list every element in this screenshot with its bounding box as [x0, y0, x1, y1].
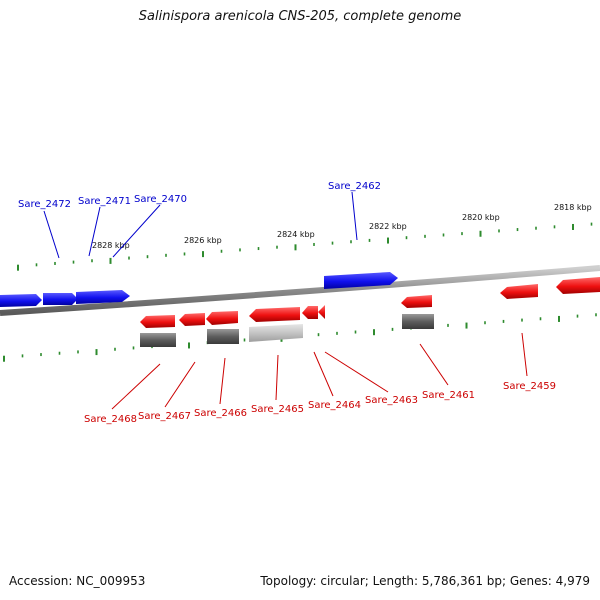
genome-summary-text: Topology: circular; Length: 5,786,361 bp…	[260, 574, 590, 588]
feature-box[interactable]	[402, 314, 434, 329]
scale-label: 2824 kbp	[277, 230, 315, 239]
reverse-gene-arrow[interactable]	[179, 313, 205, 326]
gene-label-sare-2472[interactable]: Sare_2472	[18, 199, 71, 210]
label-leader-line	[111, 363, 161, 410]
label-leader-line	[164, 361, 196, 408]
genome-backbone	[0, 265, 600, 316]
gene-label-sare-2467[interactable]: Sare_2467	[138, 411, 191, 422]
scale-label: 2826 kbp	[184, 236, 222, 245]
figure-title: Salinispora arenicola CNS-205, complete …	[138, 9, 462, 24]
label-leader-line	[521, 332, 528, 377]
label-leader-line	[219, 357, 226, 405]
reverse-gene-labels: Sare_2468 Sare_2467 Sare_2466 Sare_2465 …	[84, 332, 556, 425]
scale-labels: 2828 kbp 2826 kbp 2824 kbp 2822 kbp 2820…	[92, 203, 592, 250]
gene-label-sare-2463[interactable]: Sare_2463	[365, 395, 418, 406]
reverse-gene-arrow[interactable]	[140, 315, 175, 328]
feature-box[interactable]	[249, 324, 303, 342]
label-leader-line	[324, 351, 389, 393]
forward-gene-arrow[interactable]	[0, 294, 42, 307]
gene-label-sare-2468[interactable]: Sare_2468	[84, 414, 137, 425]
gene-label-sare-2461[interactable]: Sare_2461	[422, 390, 475, 401]
forward-genes	[0, 272, 398, 307]
forward-gene-arrow[interactable]	[43, 293, 78, 305]
reverse-gene-arrow[interactable]	[401, 295, 432, 308]
forward-gene-labels: Sare_2472 Sare_2471 Sare_2470 Sare_2462	[18, 181, 381, 259]
gene-label-sare-2466[interactable]: Sare_2466	[194, 408, 247, 419]
accession-text: Accession: NC_009953	[9, 574, 146, 588]
reverse-gene-arrow[interactable]	[206, 311, 238, 325]
scale-ticks-upper	[17, 222, 593, 271]
scale-label: 2818 kbp	[554, 203, 592, 212]
reverse-gene-arrow[interactable]	[318, 305, 325, 319]
gene-label-sare-2462[interactable]: Sare_2462	[328, 181, 381, 192]
reverse-genes	[140, 277, 600, 328]
reverse-gene-arrow[interactable]	[556, 277, 600, 294]
scale-label: 2828 kbp	[92, 241, 130, 250]
gene-label-sare-2470[interactable]: Sare_2470	[134, 194, 187, 205]
scale-label: 2820 kbp	[462, 213, 500, 222]
gene-label-sare-2465[interactable]: Sare_2465	[251, 404, 304, 415]
gene-label-sare-2464[interactable]: Sare_2464	[308, 400, 361, 411]
gene-label-sare-2471[interactable]: Sare_2471	[78, 196, 131, 207]
feature-box[interactable]	[207, 329, 239, 344]
label-leader-line	[275, 354, 279, 401]
forward-gene-arrow[interactable]	[76, 290, 130, 304]
feature-box[interactable]	[140, 333, 176, 347]
gene-label-sare-2459[interactable]: Sare_2459	[503, 381, 556, 392]
label-leader-line	[351, 191, 358, 241]
scale-label: 2822 kbp	[369, 222, 407, 231]
label-leader-line	[88, 206, 101, 257]
reverse-gene-arrow[interactable]	[249, 307, 300, 322]
feature-boxes	[140, 314, 434, 347]
label-leader-line	[419, 343, 449, 386]
label-leader-line	[112, 204, 161, 258]
reverse-gene-arrow[interactable]	[302, 306, 318, 319]
forward-gene-arrow[interactable]	[324, 272, 398, 289]
reverse-gene-arrow[interactable]	[500, 284, 538, 299]
label-leader-line	[43, 210, 60, 259]
label-leader-line	[313, 351, 334, 397]
